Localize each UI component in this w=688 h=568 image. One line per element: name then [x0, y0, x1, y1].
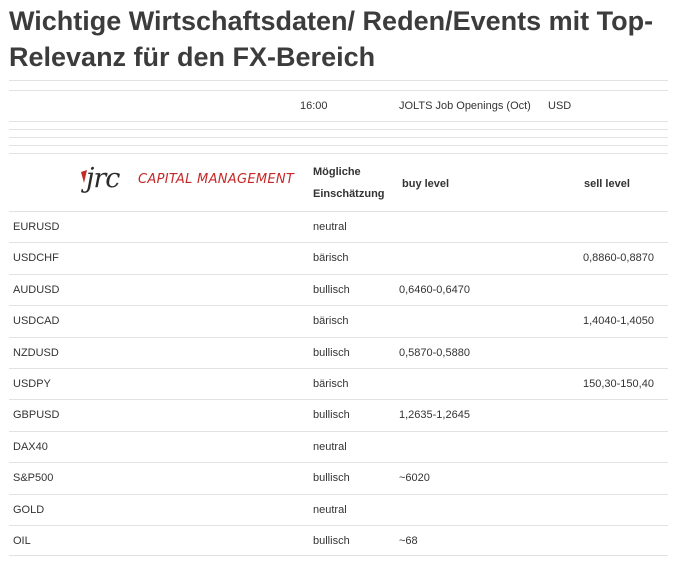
fx-levels-table: EURUSD neutral USDCHF bärisch 0,8860-0,8870 A… [9, 211, 668, 557]
instrument-cell: AUDUSD [13, 283, 60, 296]
header-assessment: Mögliche Einschätzung [313, 161, 393, 205]
assessment-cell: bärisch [313, 377, 349, 390]
table-row: GOLD neutral [9, 493, 668, 525]
header-sell-level: sell level [584, 178, 630, 190]
assessment-cell: neutral [313, 503, 347, 516]
table-row: DAX40 neutral [9, 430, 668, 462]
table-row: USDPY bärisch 150,30-150,40 [9, 367, 668, 399]
table-row: OIL bullisch ~68 [9, 524, 668, 557]
assessment-cell: neutral [313, 221, 347, 233]
header-assessment-line2: Einschätzung [313, 188, 385, 200]
buy-level-cell: ~6020 [399, 472, 430, 485]
assessment-cell: neutral [313, 440, 347, 453]
table-row: EURUSD neutral [9, 211, 668, 242]
instrument-cell: OIL [13, 534, 31, 547]
header-assessment-line1: Mögliche [313, 166, 361, 178]
divider [9, 80, 668, 81]
event-row: 16:00 JOLTS Job Openings (Oct) USD [9, 91, 668, 121]
divider [9, 90, 668, 91]
instrument-cell: GOLD [13, 503, 45, 516]
table-row: S&P500 bullisch ~6020 [9, 462, 668, 493]
table-row: GBPUSD bullisch 1,2635-1,2645 [9, 399, 668, 430]
divider [9, 137, 668, 138]
buy-level-cell: 0,6460-0,6470 [399, 283, 470, 296]
instrument-cell: USDCHF [13, 252, 59, 265]
buy-level-cell: ~68 [399, 534, 418, 547]
instrument-cell: USDPY [13, 377, 51, 390]
event-currency: USD [548, 100, 572, 112]
assessment-cell: bullisch [313, 534, 350, 547]
jrc-logo: jrc CAPITAL MANAGEMENT [78, 163, 294, 194]
instrument-cell: DAX40 [13, 440, 48, 453]
assessment-cell: bullisch [313, 409, 350, 422]
page-title: Wichtige Wirtschaftsdaten/ Reden/Events … [9, 6, 654, 72]
assessment-cell: bullisch [313, 346, 350, 359]
buy-level-cell: 0,5870-0,5880 [399, 346, 470, 359]
event-name: JOLTS Job Openings (Oct) [399, 100, 531, 112]
assessment-cell: bullisch [313, 283, 350, 296]
logo-mark-text: jrc [86, 163, 120, 194]
instrument-cell: GBPUSD [13, 409, 60, 422]
assessment-cell: bullisch [313, 472, 350, 485]
instrument-cell: EURUSD [13, 221, 60, 233]
table-row: USDCAD bärisch 1,4040-1,4050 [9, 305, 668, 336]
divider [9, 121, 668, 122]
table-row: USDCHF bärisch 0,8860-0,8870 [9, 242, 668, 273]
logo-mark-icon [81, 170, 87, 183]
event-time: 16:00 [300, 100, 328, 112]
assessment-cell: bärisch [313, 252, 349, 265]
divider [9, 145, 668, 146]
header-buy-level: buy level [402, 178, 450, 190]
table-row: NZDUSD bullisch 0,5870-0,5880 [9, 336, 668, 368]
instrument-cell: NZDUSD [13, 346, 59, 359]
table-row: AUDUSD bullisch 0,6460-0,6470 [9, 273, 668, 305]
divider [9, 153, 668, 154]
instrument-cell: USDCAD [13, 315, 60, 328]
logo-text: CAPITAL MANAGEMENT [138, 172, 295, 187]
divider [9, 129, 668, 130]
sell-level-cell: 1,4040-1,4050 [583, 315, 654, 328]
sell-level-cell: 0,8860-0,8870 [583, 252, 654, 265]
instrument-cell: S&P500 [13, 472, 54, 485]
buy-level-cell: 1,2635-1,2645 [399, 409, 470, 422]
sell-level-cell: 150,30-150,40 [583, 377, 654, 390]
assessment-cell: bärisch [313, 315, 349, 328]
